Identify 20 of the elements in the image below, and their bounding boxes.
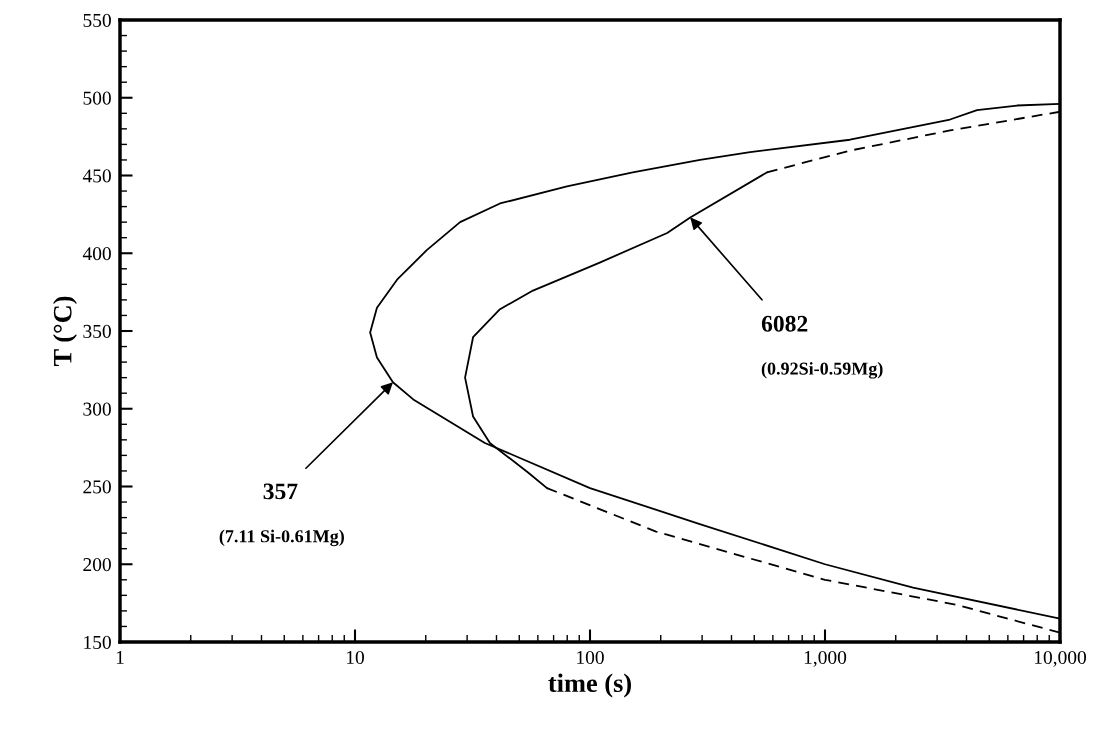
y-tick-label: 550 (83, 13, 111, 27)
x-tick-label: 10 (346, 650, 364, 665)
annotation: 6082 (761, 315, 808, 332)
x-axis-title: time (s) (548, 673, 631, 698)
y-tick-label: 400 (82, 247, 111, 261)
y-axis-title: T (°C) (53, 296, 77, 367)
x-tick-label: 1,000 (804, 650, 847, 667)
y-tick-label: 450 (82, 169, 111, 183)
y-tick-label: 300 (83, 402, 111, 416)
y-tick-label: 350 (83, 324, 111, 338)
x-tick-label: 100 (577, 650, 604, 665)
annotation: (0.92Si-0.59Mg) (761, 362, 883, 379)
annotation: (7.11 Si-0.61Mg) (219, 529, 344, 547)
y-tick-label: 150 (84, 635, 111, 649)
x-tick-label: 1 (116, 650, 124, 664)
annotation: 357 (263, 483, 298, 500)
x-tick-label: 10,000 (1034, 650, 1086, 667)
y-tick-label: 500 (83, 91, 111, 105)
y-tick-label: 250 (83, 480, 111, 494)
y-tick-label: 200 (83, 558, 111, 572)
